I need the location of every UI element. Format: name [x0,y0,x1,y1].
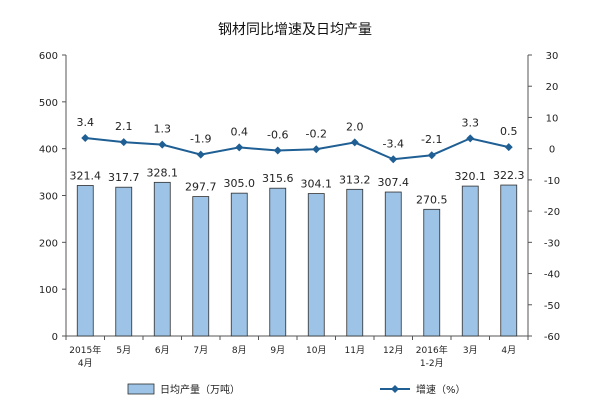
bar [192,196,210,337]
right-tick-label: 0 [549,145,555,156]
left-tick-label: 500 [39,98,58,109]
bar [384,191,402,337]
x-tick-label: 3月 [463,345,478,356]
left-tick-label: 200 [39,238,58,249]
bar-value-label: 322.3 [493,169,525,182]
bar [76,185,94,337]
bar [230,192,248,337]
bar-value-label: 328.1 [147,166,179,179]
line-point [350,138,359,147]
left-tick-label: 600 [39,51,58,62]
line-point [196,150,205,159]
x-tick-label: 4月 [78,358,93,369]
x-tick-label: 9月 [270,345,285,356]
bar-value-label: 307.4 [378,176,410,189]
line-point [504,143,513,152]
line-point [81,134,90,143]
line-value-label: 3.4 [77,116,95,129]
bar-value-label: 315.6 [262,172,294,185]
bar [115,186,133,337]
line-point [273,146,282,155]
legend-line-marker [391,385,399,393]
left-tick-label: 300 [39,192,58,203]
bar [346,188,364,337]
line-point [389,155,398,164]
bar-value-label: 305.0 [224,177,256,190]
growth-line [85,137,509,161]
bar-value-label: 321.4 [70,169,102,182]
line-point [235,143,244,152]
right-tick-label: 10 [546,113,559,124]
x-tick-label: 7月 [193,345,208,356]
x-tick-label: 6月 [155,345,170,356]
bar [423,208,441,337]
right-tick-label: -30 [544,238,560,249]
bar-value-label: 304.1 [301,178,333,191]
right-tick-label: -20 [544,207,560,218]
x-tick-label: 1-2月 [420,358,444,369]
x-tick-label: 11月 [345,345,365,356]
bar-value-label: 313.2 [339,173,371,186]
line-point [427,151,436,160]
x-tick-label: 2016年 [416,344,448,356]
legend-bar-label: 日均产量（万吨） [160,383,240,396]
bar-value-label: 270.5 [416,193,448,206]
chart-title: 钢材同比增速及日均产量 [218,22,372,38]
line-value-label: 3.3 [462,116,480,129]
line-point [312,145,321,154]
line-value-label: 2.1 [115,120,133,133]
bar-value-label: 297.7 [185,181,217,194]
right-tick-label: -60 [544,332,560,343]
bar-value-label: 320.1 [455,170,487,183]
legend-bar-swatch [127,383,155,395]
left-tick-label: 400 [39,145,58,156]
left-tick-label: 100 [39,285,58,296]
line-point [119,138,128,147]
bar-value-label: 317.7 [108,171,140,184]
line-value-label: -0.2 [306,127,327,140]
right-tick-label: 30 [546,51,559,62]
bar [307,193,325,337]
line-point [466,134,475,143]
legend-line-label: 增速（%） [416,383,466,396]
bar [153,181,171,337]
bar [269,187,287,337]
x-tick-label: 10月 [306,345,326,356]
line-value-label: 0.4 [231,125,249,138]
x-tick-label: 4月 [501,345,516,356]
bar [500,184,518,337]
line-value-label: 2.0 [346,120,364,133]
right-tick-label: 20 [546,82,559,93]
x-tick-label: 12月 [383,345,403,356]
left-tick-label: 0 [52,332,58,343]
right-tick-label: -50 [544,301,560,312]
line-value-label: -0.6 [267,129,288,142]
right-tick-label: -40 [544,270,560,281]
x-tick-label: 5月 [116,345,131,356]
line-point [158,140,167,149]
right-tick-label: -10 [544,176,560,187]
line-value-label: -1.9 [190,133,211,146]
line-value-label: -3.4 [383,137,404,150]
line-value-label: 1.3 [154,123,172,136]
x-tick-label: 2015年 [69,344,101,356]
bar [461,185,479,337]
line-value-label: -2.1 [421,133,442,146]
line-value-label: 0.5 [500,125,518,138]
x-tick-label: 8月 [232,345,247,356]
